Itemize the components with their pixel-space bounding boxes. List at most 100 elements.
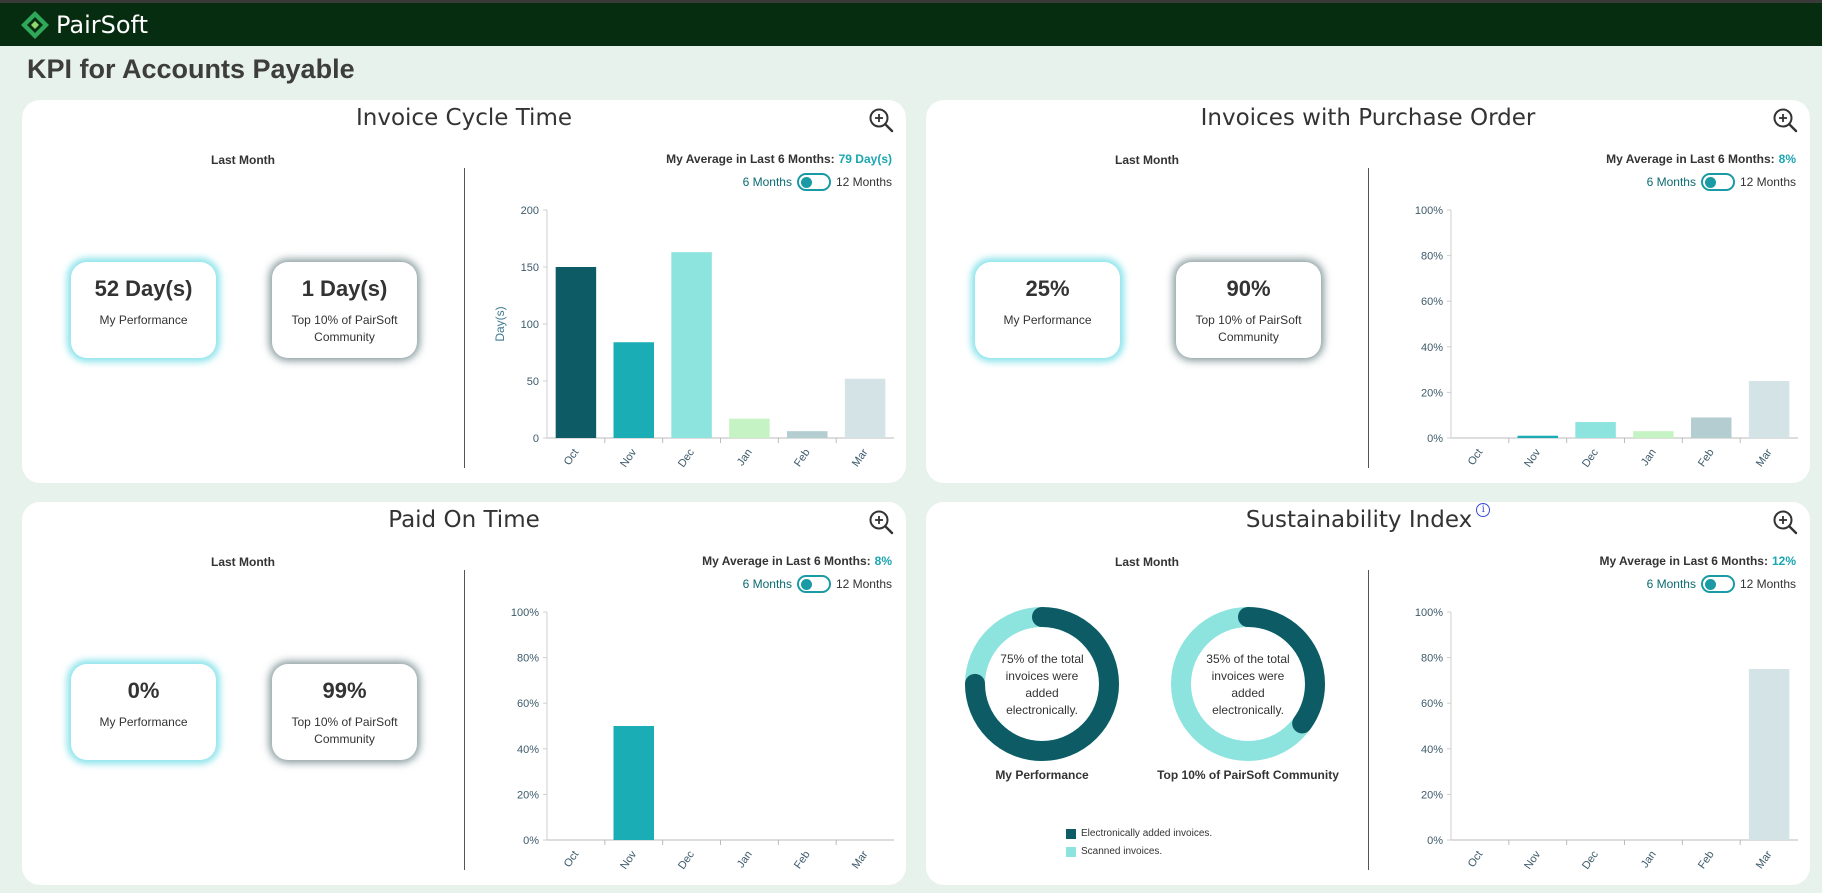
pairsoft-logo-icon — [21, 11, 49, 39]
kpi-card-invoices-with-po: Invoices with Purchase Order Last Month … — [926, 100, 1810, 483]
info-icon[interactable]: i — [1476, 503, 1491, 517]
y-tick-label: 40% — [517, 744, 539, 756]
period-toggle-row: 6 Months 12 Months — [743, 575, 892, 593]
my-performance-value: 25% — [1025, 276, 1070, 301]
period-toggle[interactable] — [796, 575, 831, 593]
y-tick-label: 100% — [1415, 607, 1443, 619]
toggle-6-months-label[interactable]: 6 Months — [742, 577, 792, 591]
legend-item: Electronically added invoices. — [1066, 828, 1212, 839]
y-tick-label: 20% — [1421, 789, 1443, 801]
zoom-in-icon[interactable] — [868, 509, 894, 535]
bar — [1633, 431, 1674, 438]
x-tick-label: Mar — [850, 849, 871, 872]
toggle-knob — [1704, 177, 1716, 188]
divider — [464, 168, 465, 468]
x-tick-label: Jan — [735, 849, 755, 870]
top-10-box: 90% Top 10% of PairSoft Community — [1176, 262, 1321, 358]
average-label: My Average in Last 6 Months: — [702, 554, 871, 568]
toggle-12-months-label[interactable]: 12 Months — [1739, 577, 1796, 591]
toggle-12-months-label[interactable]: 12 Months — [835, 577, 892, 591]
toggle-12-months-label[interactable]: 12 Months — [1739, 175, 1796, 189]
card-title: Invoices with Purchase Order — [1200, 105, 1536, 131]
x-tick-label: Jan — [1639, 447, 1659, 468]
toggle-12-months-label[interactable]: 12 Months — [835, 175, 892, 189]
my-performance-label: My Performance — [99, 313, 188, 327]
y-tick-label: 200 — [521, 205, 539, 217]
my-performance-box: 0% My Performance — [71, 664, 216, 760]
bar — [671, 252, 712, 438]
y-axis-title: Day(s) — [493, 306, 507, 341]
average-line: My Average in Last 6 Months: 12% — [1599, 554, 1796, 568]
period-toggle-row: 6 Months 12 Months — [1647, 173, 1796, 191]
x-tick-label: Nov — [1522, 848, 1543, 871]
zoom-in-icon[interactable] — [1772, 509, 1798, 535]
period-toggle[interactable] — [1700, 575, 1735, 593]
y-tick-label: 100% — [511, 607, 539, 619]
last-month-label: Last Month — [1115, 555, 1179, 569]
bar — [1748, 669, 1790, 840]
bar — [1575, 422, 1616, 438]
last-month-label: Last Month — [1115, 153, 1179, 167]
x-tick-label: Mar — [850, 447, 871, 470]
legend-swatch — [1066, 828, 1076, 839]
bar-chart: 0% 20% 40% 60% 80% 100% Oct Nov Dec Jan Feb Mar — [1415, 205, 1798, 470]
toggle-knob — [800, 579, 812, 590]
kpi-card-paid-on-time: Paid On Time Last Month 0% My Performanc… — [22, 502, 906, 885]
x-tick-label: Jan — [735, 447, 755, 468]
bar — [1748, 381, 1790, 438]
card-title-row: Sustainability Index i — [926, 503, 1810, 533]
last-month-label: Last Month — [211, 555, 275, 569]
average-value: 8% — [1778, 152, 1796, 166]
period-toggle[interactable] — [796, 173, 831, 191]
y-tick-label: 20% — [517, 789, 539, 801]
y-tick-label: 150 — [521, 262, 539, 274]
y-tick-label: 80% — [517, 653, 539, 665]
card-title: Sustainability Index — [1245, 507, 1473, 533]
donut-center-text: 35% of the total invoices were added ele… — [1206, 652, 1290, 717]
period-toggle-row: 6 Months 12 Months — [743, 173, 892, 191]
app-name: PairSoft — [56, 11, 148, 39]
pairsoft-logo[interactable]: PairSoft — [20, 10, 148, 40]
top-10-box: 1 Day(s) Top 10% of PairSoft Community — [272, 262, 417, 358]
my-performance-donut: 75% of the total invoices were added ele… — [962, 604, 1122, 782]
my-performance-value: 0% — [127, 678, 160, 703]
period-toggle[interactable] — [1700, 173, 1735, 191]
card-title: Paid On Time — [388, 507, 540, 533]
y-tick-label: 100% — [1415, 205, 1443, 217]
card-title: Invoice Cycle Time — [356, 105, 572, 131]
average-label: My Average in Last 6 Months: — [1606, 152, 1775, 166]
x-tick-label: Nov — [1522, 446, 1543, 469]
legend-item: Scanned invoices. — [1066, 846, 1212, 857]
bar-chart: 0 50 100 150 200 Day(s) Oct Nov Dec Jan Feb Mar — [493, 205, 894, 470]
zoom-in-icon[interactable] — [868, 107, 894, 133]
x-tick-label: Jan — [1639, 849, 1659, 870]
bar — [613, 726, 654, 840]
y-tick-label: 60% — [517, 698, 539, 710]
x-tick-label: Dec — [676, 848, 697, 871]
toggle-6-months-label[interactable]: 6 Months — [1646, 577, 1696, 591]
y-tick-label: 60% — [1421, 296, 1443, 308]
toggle-6-months-label[interactable]: 6 Months — [742, 175, 792, 189]
average-line: My Average in Last 6 Months: 8% — [702, 554, 892, 568]
x-tick-label: Feb — [1696, 447, 1717, 469]
zoom-in-icon[interactable] — [1772, 107, 1798, 133]
x-tick-label: Feb — [792, 447, 813, 469]
x-tick-label: Oct — [562, 447, 582, 468]
legend-label: Electronically added invoices. — [1081, 828, 1213, 839]
average-label: My Average in Last 6 Months: — [1599, 554, 1768, 568]
x-tick-label: Nov — [618, 446, 639, 469]
toggle-6-months-label[interactable]: 6 Months — [1646, 175, 1696, 189]
bar — [1691, 417, 1732, 438]
x-tick-label: Oct — [562, 849, 582, 870]
x-tick-label: Oct — [1466, 447, 1486, 468]
y-tick-label: 80% — [1421, 251, 1443, 263]
y-tick-label: 0% — [523, 835, 539, 847]
x-tick-label: Oct — [1466, 849, 1486, 870]
last-month-label: Last Month — [211, 153, 275, 167]
bar — [787, 431, 828, 438]
average-label: My Average in Last 6 Months: — [666, 152, 835, 166]
average-value: 12% — [1771, 554, 1796, 568]
top-10-donut: 35% of the total invoices were added ele… — [1157, 604, 1339, 782]
y-tick-label: 40% — [1421, 744, 1443, 756]
bar — [1517, 435, 1558, 438]
